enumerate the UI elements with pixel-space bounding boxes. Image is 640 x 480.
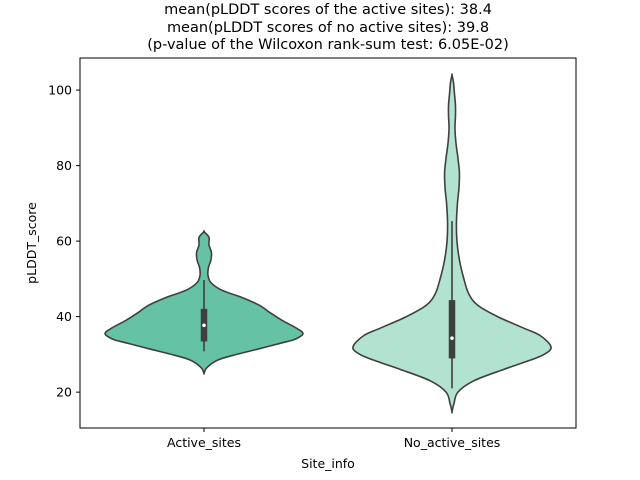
- iqr-box-no-active-sites: [448, 300, 456, 359]
- y-tick-label: 100: [48, 83, 72, 98]
- x-axis-label: Site_info: [301, 456, 355, 471]
- violin-series-group: [104, 73, 552, 414]
- title-line-2: mean(pLDDT scores of no active sites): 3…: [167, 20, 489, 36]
- y-axis-label: pLDDT_score: [24, 202, 39, 284]
- median-point-active-sites: [202, 323, 206, 328]
- x-tick-label: No_active_sites: [404, 435, 501, 450]
- x-axis-ticks: Active_sites No_active_sites: [167, 428, 500, 450]
- x-tick-label: Active_sites: [167, 435, 241, 450]
- y-tick-label: 40: [56, 309, 72, 324]
- chart-title: mean(pLDDT scores of the active sites): …: [147, 2, 508, 53]
- title-line-1: mean(pLDDT scores of the active sites): …: [164, 2, 492, 18]
- y-tick-label: 60: [56, 234, 72, 249]
- median-point-no-active-sites: [450, 336, 454, 340]
- y-axis-ticks: 20 40 60 80 100: [48, 83, 80, 400]
- y-tick-label: 80: [56, 158, 72, 173]
- plot-frame: [79, 57, 577, 429]
- y-tick-label: 20: [56, 385, 72, 400]
- title-line-3: (p-value of the Wilcoxon rank-sum test: …: [147, 37, 508, 53]
